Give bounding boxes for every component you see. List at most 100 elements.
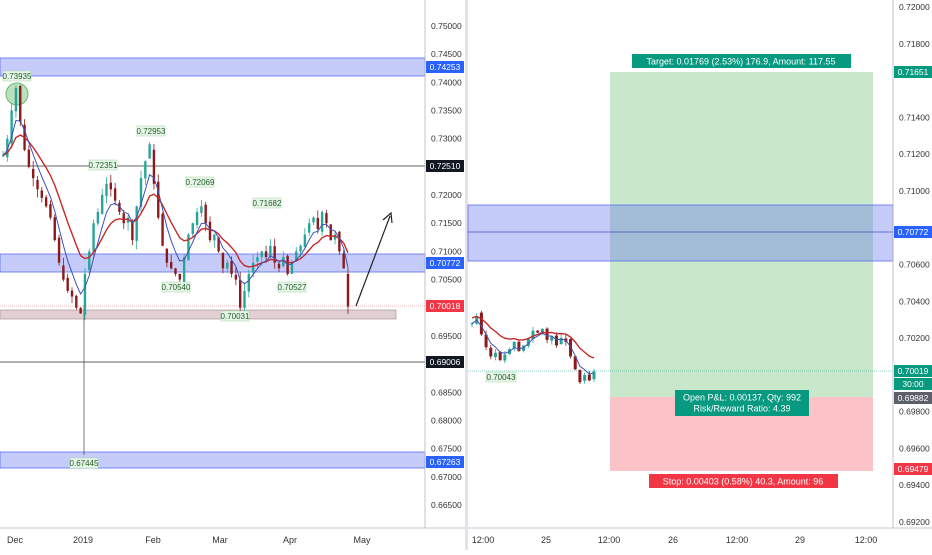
price-tag-support: 0.69006 <box>430 357 461 367</box>
time-tick-may: May <box>353 535 371 545</box>
candle-body <box>182 257 186 283</box>
annotation-high: 0.73935 <box>3 72 32 81</box>
candle-body <box>96 211 100 224</box>
candle-body <box>243 290 246 309</box>
price-tag-current: 0.70018 <box>430 301 461 311</box>
right-time-tick-3: 12:00 <box>598 535 621 545</box>
candle-body <box>489 347 493 357</box>
candle-body <box>303 234 307 247</box>
candle-body <box>251 262 255 273</box>
stop-label: Stop: 0.00403 (0.58%) 40.3, Amount: 96 <box>663 477 824 487</box>
lower-demand-zone[interactable] <box>0 451 426 469</box>
candle-body <box>545 328 549 340</box>
candle-body <box>256 257 259 262</box>
left-price-tick-label: 0.71500 <box>431 218 462 228</box>
candle-body <box>587 374 591 381</box>
candle-body <box>191 223 194 234</box>
candle-body <box>53 217 56 241</box>
candle-body <box>299 245 302 252</box>
candle-body <box>92 223 95 252</box>
projection-arrow[interactable] <box>355 215 391 307</box>
ema-red-line <box>2 134 349 268</box>
candle-body <box>70 290 74 297</box>
candle-body <box>187 234 190 261</box>
left-price-tick-label: 0.68500 <box>431 387 462 397</box>
candle-body <box>113 188 117 201</box>
candle-body <box>290 262 294 274</box>
left-price-tick-label: 0.68000 <box>431 415 462 425</box>
candle-body <box>161 213 164 246</box>
right-time-tick-7: 12:00 <box>855 535 878 545</box>
candle-body <box>131 222 134 241</box>
candle-body <box>269 245 272 256</box>
annotation-low-mar: 0.70031 <box>221 312 250 321</box>
time-tick-dec: Dec <box>7 535 24 545</box>
left-price-tick-label: 0.74500 <box>431 49 462 59</box>
candle-body <box>260 251 263 258</box>
time-tick-apr: Apr <box>283 535 297 545</box>
candle-body <box>14 87 18 112</box>
candle-body <box>512 341 516 349</box>
right-price-tick-label: 0.72000 <box>899 2 930 12</box>
candle-body <box>105 183 108 197</box>
price-tag-zone-bottom: 0.67263 <box>430 457 461 467</box>
candle-body <box>479 312 483 335</box>
upper-supply-zone[interactable] <box>0 57 426 77</box>
candle-body <box>470 323 474 325</box>
candle-body <box>338 231 341 252</box>
annotation-labels: 0.73935 0.72953 0.72351 0.72069 0.71682 … <box>3 70 307 469</box>
left-chart-pane[interactable]: 0.73935 0.72953 0.72351 0.72069 0.71682 … <box>0 0 465 545</box>
candle-body <box>578 369 582 383</box>
right-tag-current: 0.70019 <box>898 366 929 376</box>
stop-label-box[interactable] <box>649 474 838 488</box>
candle-body <box>66 277 69 291</box>
right-price-tick-label: 0.69600 <box>899 443 930 453</box>
candle-body <box>493 352 497 358</box>
annotation-low-apr: 0.70527 <box>278 283 307 292</box>
candle-body <box>178 273 182 280</box>
price-tag-resistance: 0.72510 <box>430 161 461 171</box>
candle-body <box>526 338 530 346</box>
candle-body <box>346 274 350 307</box>
right-tag-entry: 0.69882 <box>898 393 929 403</box>
left-price-tick-label: 0.73000 <box>431 134 462 144</box>
candle-body <box>44 197 48 207</box>
left-price-tick-label: 0.67000 <box>431 472 462 482</box>
candle-body <box>217 237 220 252</box>
candle-body <box>312 217 315 223</box>
left-time-axis[interactable]: Dec 2019 Feb Mar Apr May <box>7 535 371 545</box>
candle-body <box>329 224 332 241</box>
candle-body <box>118 202 121 212</box>
target-area[interactable] <box>610 72 873 397</box>
candle-body <box>333 234 337 240</box>
candle-body <box>75 295 78 308</box>
left-price-tick-label: 0.71000 <box>431 246 462 256</box>
candle-body <box>6 138 9 158</box>
left-price-tick-label: 0.75000 <box>431 21 462 31</box>
right-zone[interactable] <box>467 204 894 262</box>
candle-body <box>234 274 238 280</box>
right-time-tick-6: 29 <box>795 535 805 545</box>
target-label-box[interactable] <box>632 54 851 68</box>
candle-body <box>19 85 22 122</box>
pnl-label-box[interactable] <box>675 390 809 416</box>
pane-divider[interactable] <box>465 0 468 550</box>
candle-body <box>174 268 177 274</box>
right-price-tick-label: 0.69800 <box>899 407 930 417</box>
right-chart-pane[interactable]: 0.70043 Target: 0.01769 (2.53%) 176.9, A… <box>467 0 932 545</box>
candle-body <box>144 161 147 179</box>
candle-body <box>31 168 35 179</box>
left-price-tick-label: 0.74000 <box>431 77 462 87</box>
right-price-tick-label: 0.71000 <box>899 186 930 196</box>
right-price-axis[interactable]: 0.72000 0.71800 0.71400 0.71200 0.71000 0.706… <box>899 2 930 527</box>
demand-zone-pink[interactable] <box>0 309 397 320</box>
right-ema-red-line <box>471 315 595 359</box>
right-tag-stop: 0.69479 <box>898 464 929 474</box>
target-label: Target: 0.01769 (2.53%) 176.9, Amount: 1… <box>647 57 836 67</box>
candle-body <box>554 335 558 346</box>
right-price-tick-label: 0.71800 <box>899 39 930 49</box>
candle-body <box>536 330 540 333</box>
right-price-tick-label: 0.69400 <box>899 480 930 490</box>
right-time-axis[interactable]: 12:00 25 12:00 26 12:00 29 12:00 <box>472 535 878 545</box>
